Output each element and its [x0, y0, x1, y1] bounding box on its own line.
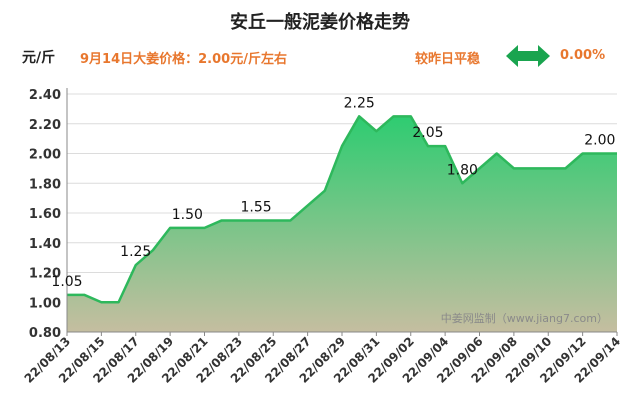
data-label: 2.25 — [344, 95, 375, 111]
unit-label: 元/斤 — [22, 50, 56, 66]
y-tick-label: 1.00 — [29, 296, 61, 311]
watermark: 中姜网监制（www.jiang7.com） — [441, 311, 608, 325]
double-arrow-shape — [506, 45, 550, 67]
data-label: 1.55 — [240, 199, 271, 215]
data-label: 1.05 — [51, 274, 82, 290]
y-tick-label: 1.60 — [29, 207, 61, 222]
change-value: 0.00% — [560, 48, 606, 63]
data-label: 2.05 — [412, 125, 443, 141]
price-line — [67, 115, 617, 304]
y-tick-label: 2.00 — [29, 148, 61, 163]
y-tick-label: 0.80 — [29, 326, 61, 341]
chart-title: 安丘一般泥姜价格走势 — [230, 12, 410, 33]
y-tick-label: 1.40 — [29, 237, 61, 252]
price-note: 9月14日大姜价格：2.00元/斤左右 — [80, 52, 287, 67]
data-label: 2.00 — [584, 133, 615, 149]
y-tick-label: 2.40 — [29, 88, 61, 103]
data-label: 1.80 — [447, 162, 478, 178]
y-tick-label: 1.20 — [29, 267, 61, 282]
compare-label: 较昨日平稳 — [415, 52, 481, 67]
data-label: 1.25 — [120, 244, 151, 260]
price-area — [67, 116, 617, 332]
data-label: 1.50 — [172, 207, 203, 223]
double-arrow-icon — [506, 45, 550, 67]
y-tick-label: 2.20 — [29, 118, 61, 133]
y-tick-label: 1.80 — [29, 177, 61, 192]
